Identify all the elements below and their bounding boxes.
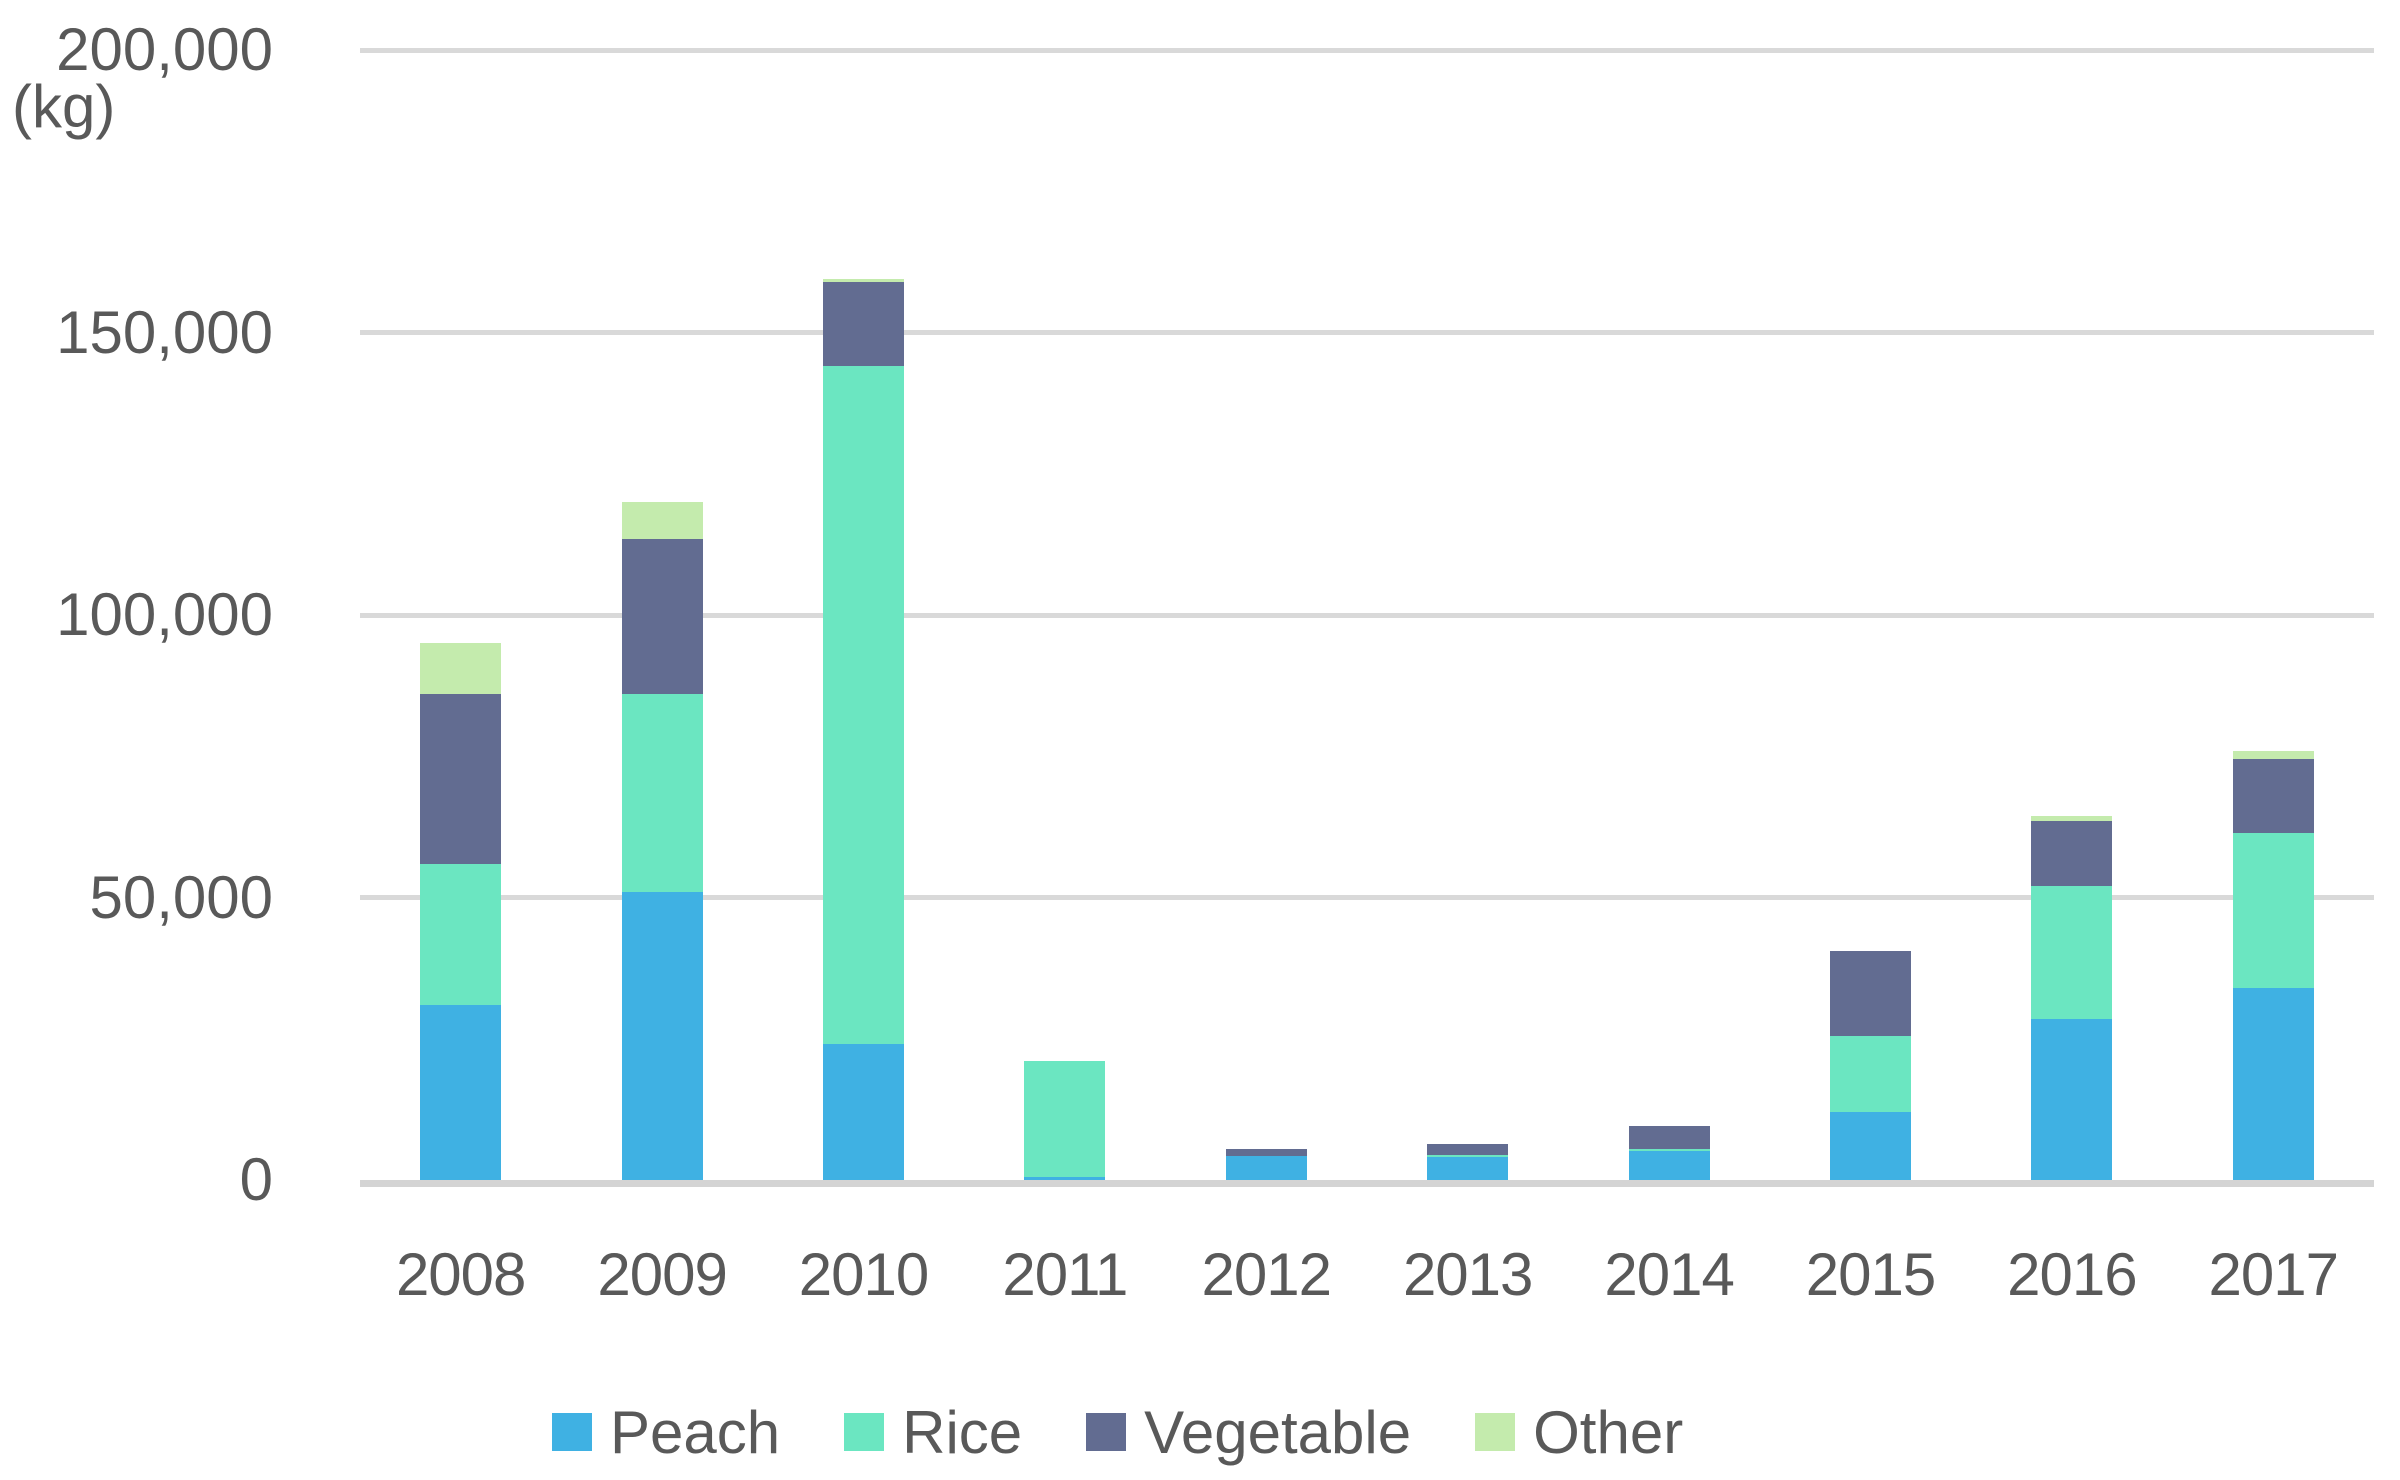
x-tick-label-2012: 2012 [1201,1241,1332,1308]
legend-label-rice: Rice [902,1398,1023,1466]
legend: Peach Rice Vegetable Other [552,1398,1683,1467]
bar-segment-2010-rice [823,366,904,1045]
x-tick-label-2015: 2015 [1805,1241,1936,1308]
bar-segment-2014-vegetable [1628,1126,1710,1150]
y-tick-label-50,000: 50,000 [89,863,273,931]
bar-segment-2013-peach [1427,1156,1509,1180]
legend-label-vegetable: Vegetable [1144,1398,1412,1466]
bar-segment-2014-peach [1628,1151,1710,1180]
bar-segment-2016-peach [2031,1018,2113,1180]
bar-segment-2011-rice [1024,1061,1106,1178]
x-tick-label-2009: 2009 [597,1241,727,1308]
gridline-50,000 [360,895,2374,900]
x-axis-baseline [360,1180,2374,1187]
y-axis-unit-label: (kg) [12,73,116,140]
bar-segment-2013-rice [1427,1155,1509,1157]
bar-segment-2009-peach [621,891,703,1180]
bar-segment-2010-peach [823,1044,904,1180]
legend-swatch-rice [844,1413,885,1451]
bar-segment-2017-rice [2232,832,2314,988]
bar-segment-2012-vegetable [1225,1149,1307,1156]
bar-segment-2017-peach [2232,987,2314,1180]
bar-segment-2017-vegetable [2232,759,2314,833]
bar-segment-2015-rice [1830,1035,1911,1113]
bar-segment-2008-other [420,643,502,695]
gridline-150,000 [360,330,2374,335]
gridline-200,000 [360,47,2374,53]
bar-segment-2008-vegetable [420,694,502,864]
x-tick-label-2008: 2008 [395,1241,526,1308]
x-tick-label-2010: 2010 [798,1241,929,1308]
x-tick-label-2014: 2014 [1604,1241,1734,1308]
bar-segment-2015-vegetable [1830,951,1911,1036]
bar-segment-2012-peach [1225,1155,1307,1180]
bar-segment-2009-vegetable [621,538,703,695]
legend-swatch-vegetable [1086,1413,1127,1451]
y-tick-label-150,000: 150,000 [56,298,273,366]
y-tick-label-0: 0 [239,1146,273,1213]
bar-segment-2010-other [823,279,904,282]
bar-segment-2014-rice [1628,1149,1710,1152]
bar-segment-2009-rice [621,694,703,892]
bar-segment-2016-vegetable [2031,821,2113,887]
y-tick-label-100,000: 100,000 [56,581,273,648]
bar-segment-2016-rice [2031,886,2113,1019]
bar-segment-2010-vegetable [823,281,904,367]
gridline-100,000 [360,612,2374,618]
bar-segment-2008-peach [420,1004,502,1180]
bar-segment-2017-other [2232,750,2314,760]
legend-swatch-other [1475,1413,1516,1451]
legend-item-other: Other [1475,1398,1683,1467]
x-tick-label-2011: 2011 [1002,1241,1128,1308]
bar-segment-2016-other [2031,815,2113,822]
y-tick-label-200,000: 200,000 [56,16,273,83]
bar-segment-2015-peach [1830,1112,1911,1180]
legend-label-peach: Peach [610,1398,781,1466]
legend-item-peach: Peach [552,1398,780,1467]
bar-segment-2008-rice [420,863,502,1005]
x-tick-label-2017: 2017 [2208,1241,2339,1308]
bar-segment-2009-other [621,502,703,539]
legend-label-other: Other [1533,1398,1684,1466]
x-tick-label-2016: 2016 [2007,1241,2137,1308]
bar-segment-2011-peach [1024,1177,1106,1180]
legend-item-rice: Rice [844,1398,1022,1467]
legend-item-vegetable: Vegetable [1086,1398,1411,1467]
x-tick-label-2013: 2013 [1402,1241,1533,1308]
legend-swatch-peach [552,1413,592,1451]
bar-segment-2013-vegetable [1427,1143,1509,1156]
